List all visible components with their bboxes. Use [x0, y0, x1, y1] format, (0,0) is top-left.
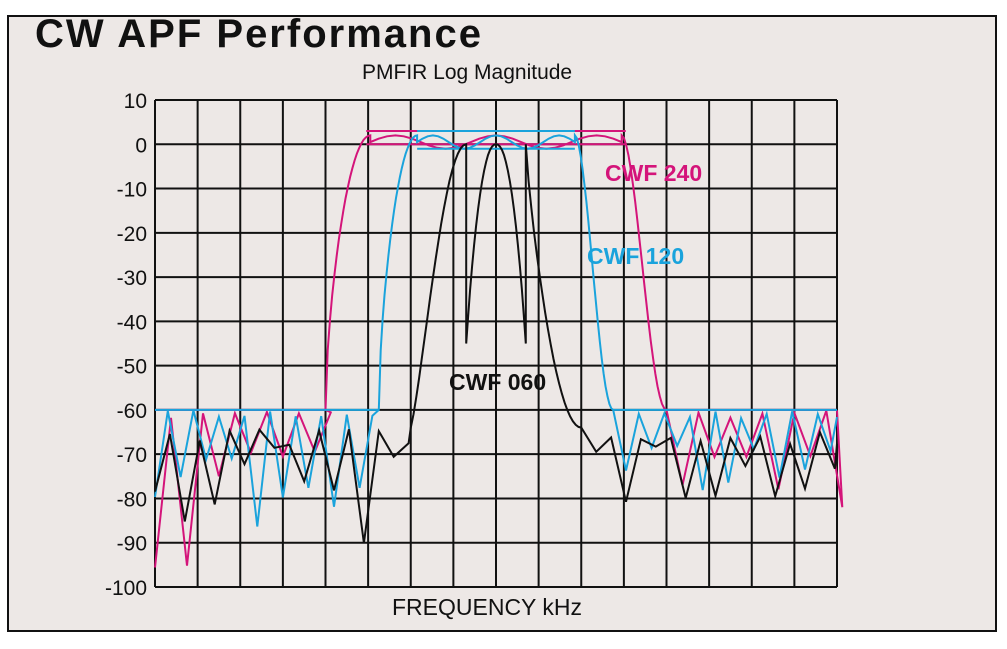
chart-frame — [7, 15, 997, 632]
svg-text:-60: -60 — [117, 400, 147, 423]
series-label-cwf120: CWF 120 — [587, 243, 684, 269]
svg-text:-30: -30 — [117, 267, 147, 290]
curves — [154, 129, 844, 568]
svg-text:-80: -80 — [117, 488, 147, 511]
svg-text:-50: -50 — [117, 356, 147, 379]
svg-text:10: 10 — [124, 90, 147, 113]
svg-text:-70: -70 — [117, 444, 147, 467]
svg-text:-20: -20 — [117, 223, 147, 246]
svg-text:-10: -10 — [117, 179, 147, 202]
svg-text:0: 0 — [135, 134, 147, 157]
y-axis-ticks: 10 0 -10 -20 -30 -40 -50 -60 -70 -80 -90 -100 — [105, 90, 147, 600]
chart-title: CW APF Performance — [35, 12, 483, 56]
series-label-cwf060: CWF 060 — [449, 369, 546, 395]
grid — [154, 99, 838, 588]
series-label-cwf240: CWF 240 — [605, 160, 702, 186]
svg-text:-100: -100 — [105, 577, 147, 600]
chart-subtitle: PMFIR Log Magnitude — [362, 61, 573, 84]
svg-text:-40: -40 — [117, 311, 147, 334]
x-axis-label: FREQUENCY kHz — [392, 594, 582, 620]
svg-text:-90: -90 — [117, 533, 147, 556]
